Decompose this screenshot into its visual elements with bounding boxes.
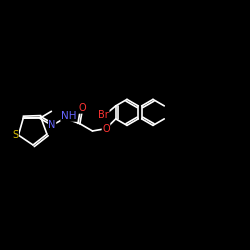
Text: Br: Br bbox=[98, 110, 109, 120]
Text: O: O bbox=[102, 124, 110, 134]
Text: O: O bbox=[78, 103, 86, 113]
Text: NH: NH bbox=[61, 111, 76, 121]
Text: S: S bbox=[12, 130, 18, 140]
Text: N: N bbox=[48, 120, 56, 130]
